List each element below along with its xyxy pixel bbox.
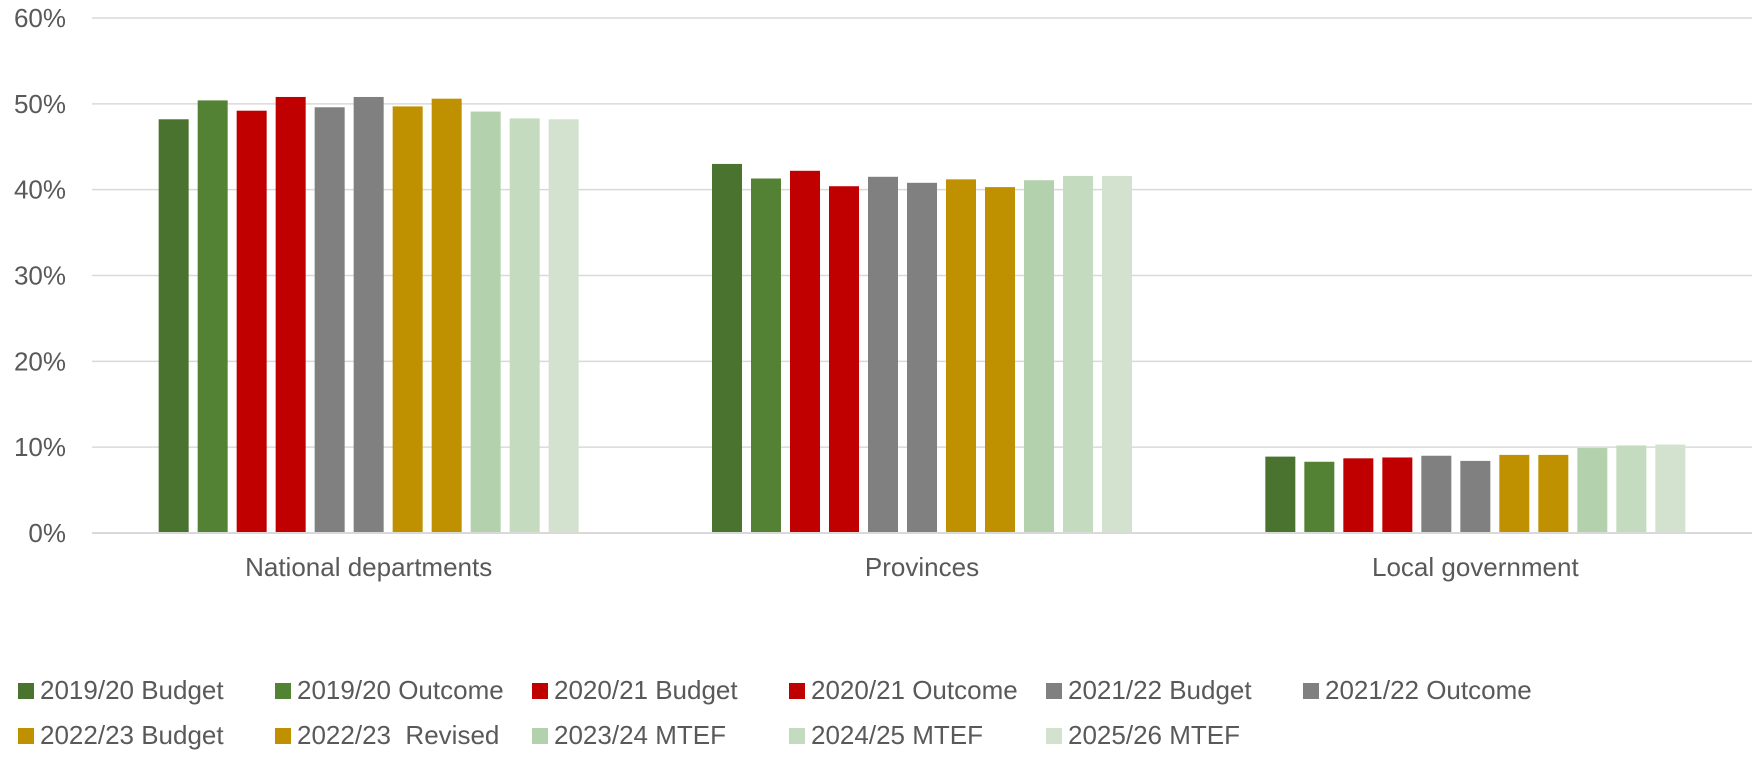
legend-row: 2022/23 Budget 2022/23 Revised 2023/24 MTE… [18,713,1754,758]
legend-label: 2021/22 Outcome [1325,675,1532,705]
x-category-label: National departments [245,552,492,582]
bar [868,176,898,533]
bar [1102,175,1132,533]
bar [1265,456,1296,533]
bar [431,98,462,533]
bar [1616,445,1647,533]
y-tick-label: 50% [14,89,66,119]
y-tick-label: 40% [14,175,66,205]
bar [1538,454,1569,533]
bar [1460,460,1491,533]
bar [829,186,859,533]
legend-swatch [789,727,805,744]
legend-swatch [532,727,548,744]
legend-swatch [275,727,291,744]
legend-label: 2023/24 MTEF [554,720,726,750]
legend: 2019/20 Budget 2019/20 Outcome 2020/21 Bud… [18,668,1754,758]
bar [985,187,1015,533]
bar [158,119,189,534]
bar [197,100,228,534]
legend-item: 2019/20 Budget [18,675,275,706]
y-tick-label: 60% [14,3,66,33]
legend-label: 2021/22 Budget [1068,675,1252,705]
legend-item: 2020/21 Budget [532,675,789,706]
bar [275,96,306,533]
legend-swatch [18,727,34,744]
bar [470,111,501,533]
y-tick-label: 20% [14,346,66,376]
legend-label: 2020/21 Outcome [811,675,1018,705]
legend-label: 2022/23 Revised [297,720,500,750]
x-axis-labels: National departments Provinces Local gover… [245,552,1579,582]
legend-label: 2020/21 Budget [554,675,738,705]
bar [946,179,976,533]
legend-row: 2019/20 Budget 2019/20 Outcome 2020/21 Bud… [18,668,1754,713]
legend-swatch [1046,682,1062,699]
bar [1382,457,1413,533]
legend-swatch [1303,682,1319,699]
legend-label: 2024/25 MTEF [811,720,983,750]
legend-item: 2025/26 MTEF [1046,720,1303,751]
legend-item: 2021/22 Outcome [1303,675,1560,706]
legend-swatch [18,682,34,699]
bar [1577,448,1608,533]
legend-item: 2020/21 Outcome [789,675,1046,706]
bar [314,107,345,534]
legend-label: 2019/20 Budget [40,675,224,705]
x-category-label: Local government [1372,552,1579,582]
bar [548,119,579,534]
bar [712,163,742,533]
bar [1499,454,1530,533]
bar-chart: 0% 10% 20% 30% 40% 50% 60% National department… [14,3,1752,582]
bar [751,178,781,533]
legend-label: 2019/20 Outcome [297,675,504,705]
y-axis-ticks: 0% 10% 20% 30% 40% 50% 60% [14,3,66,548]
bar [392,106,423,534]
legend-label: 2025/26 MTEF [1068,720,1240,750]
legend-item: 2022/23 Revised [275,720,532,751]
bar [907,182,937,534]
y-tick-label: 0% [28,518,66,548]
bar [1304,461,1335,533]
bar [1024,180,1054,533]
legend-item: 2022/23 Budget [18,720,275,751]
legend-item: 2021/22 Budget [1046,675,1303,706]
legend-label: 2022/23 Budget [40,720,224,750]
bar [1421,455,1452,533]
bar [509,118,540,534]
y-tick-label: 30% [14,261,66,291]
x-category-label: Provinces [865,552,979,582]
legend-item: 2019/20 Outcome [275,675,532,706]
legend-swatch [532,682,548,699]
legend-swatch [1046,727,1062,744]
bars [158,96,1686,534]
legend-item: 2023/24 MTEF [532,720,789,751]
bar [353,96,384,533]
bar [1063,175,1093,533]
legend-item: 2024/25 MTEF [789,720,1046,751]
legend-swatch [275,682,291,699]
bar [1343,458,1374,533]
bar [236,110,267,533]
bar [1655,444,1686,533]
legend-swatch [789,682,805,699]
y-tick-label: 10% [14,432,66,462]
bar [790,170,820,534]
